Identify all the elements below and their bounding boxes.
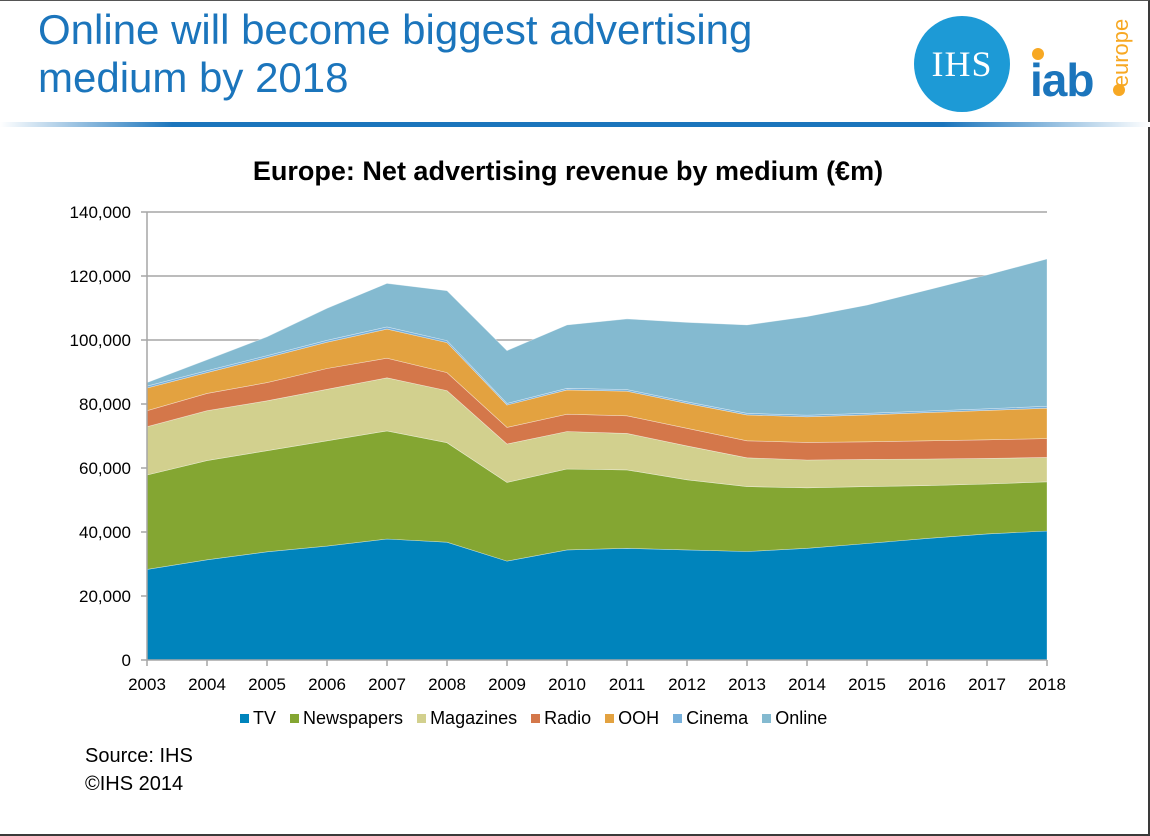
iab-logo-dot [1032, 48, 1044, 60]
y-tick-label: 140,000 [70, 203, 131, 222]
copyright-text: ©IHS 2014 [85, 773, 184, 795]
x-tick-label: 2017 [968, 675, 1006, 694]
x-tick-label: 2010 [548, 675, 586, 694]
legend-label: Radio [544, 708, 592, 728]
source-note: Source: IHS ©IHS 2014 [85, 742, 193, 798]
source-text: Source: IHS [85, 745, 193, 767]
x-tick-label: 2003 [128, 675, 166, 694]
area-online [146, 258, 1048, 416]
legend-label: Newspapers [303, 708, 404, 728]
ihs-logo-text: IHS [931, 44, 993, 84]
y-tick-label: 100,000 [70, 331, 131, 350]
y-tick-label: 20,000 [79, 587, 131, 606]
y-tick-label: 0 [122, 651, 131, 670]
y-tick-label: 120,000 [70, 267, 131, 286]
area-series [146, 258, 1048, 661]
legend-swatch [605, 714, 615, 723]
legend-item-magazines: Magazines [417, 708, 517, 729]
x-tick-label: 2011 [609, 675, 646, 694]
x-tick-label: 2014 [788, 675, 826, 694]
x-tick-label: 2006 [308, 675, 346, 694]
x-tick-label: 2005 [248, 675, 286, 694]
legend-item-online: Online [762, 708, 827, 729]
legend-item-radio: Radio [531, 708, 591, 729]
legend-swatch [240, 714, 249, 723]
x-tick-label: 2007 [368, 675, 406, 694]
chart-title: Europe: Net advertising revenue by mediu… [252, 156, 884, 186]
x-tick-label: 2012 [668, 675, 706, 694]
legend-label: TV [253, 708, 277, 728]
legend-label: OOH [618, 708, 660, 728]
axes: 0 20,000 40,000 60,000 80,000 100,000 120,000 1… [70, 203, 1066, 694]
y-tick-label: 40,000 [79, 523, 131, 542]
legend-swatch [762, 714, 772, 723]
y-tick-label: 60,000 [79, 459, 131, 478]
legend-label: Cinema [686, 708, 749, 728]
x-tick-label: 2008 [428, 675, 466, 694]
chart-legend: TV Newspapers Magazines Radio OOH Cinema Onlin… [240, 708, 827, 729]
legend-item-tv: TV [240, 708, 276, 729]
legend-swatch [531, 714, 541, 723]
x-tick-label: 2018 [1028, 675, 1066, 694]
slide-title: Online will become biggest advertising m… [38, 6, 753, 101]
legend-item-cinema: Cinema [673, 708, 748, 729]
iab-logo-dot-europe [1113, 84, 1125, 96]
header-divider [0, 122, 1150, 127]
legend-label: Online [775, 708, 828, 728]
legend-item-newspapers: Newspapers [290, 708, 403, 729]
x-tick-label: 2004 [188, 675, 226, 694]
x-tick-label: 2009 [488, 675, 526, 694]
x-tick-label: 2015 [848, 675, 886, 694]
legend-item-ooh: OOH [605, 708, 659, 729]
legend-swatch [417, 714, 427, 723]
y-tick-label: 80,000 [79, 395, 131, 414]
x-tick-label: 2013 [728, 675, 766, 694]
iab-logo: iab [1030, 54, 1094, 106]
legend-swatch [290, 714, 300, 723]
legend-label: Magazines [430, 708, 518, 728]
legend-swatch [673, 714, 683, 723]
x-tick-label: 2016 [908, 675, 946, 694]
ihs-logo: IHS [914, 16, 1010, 112]
